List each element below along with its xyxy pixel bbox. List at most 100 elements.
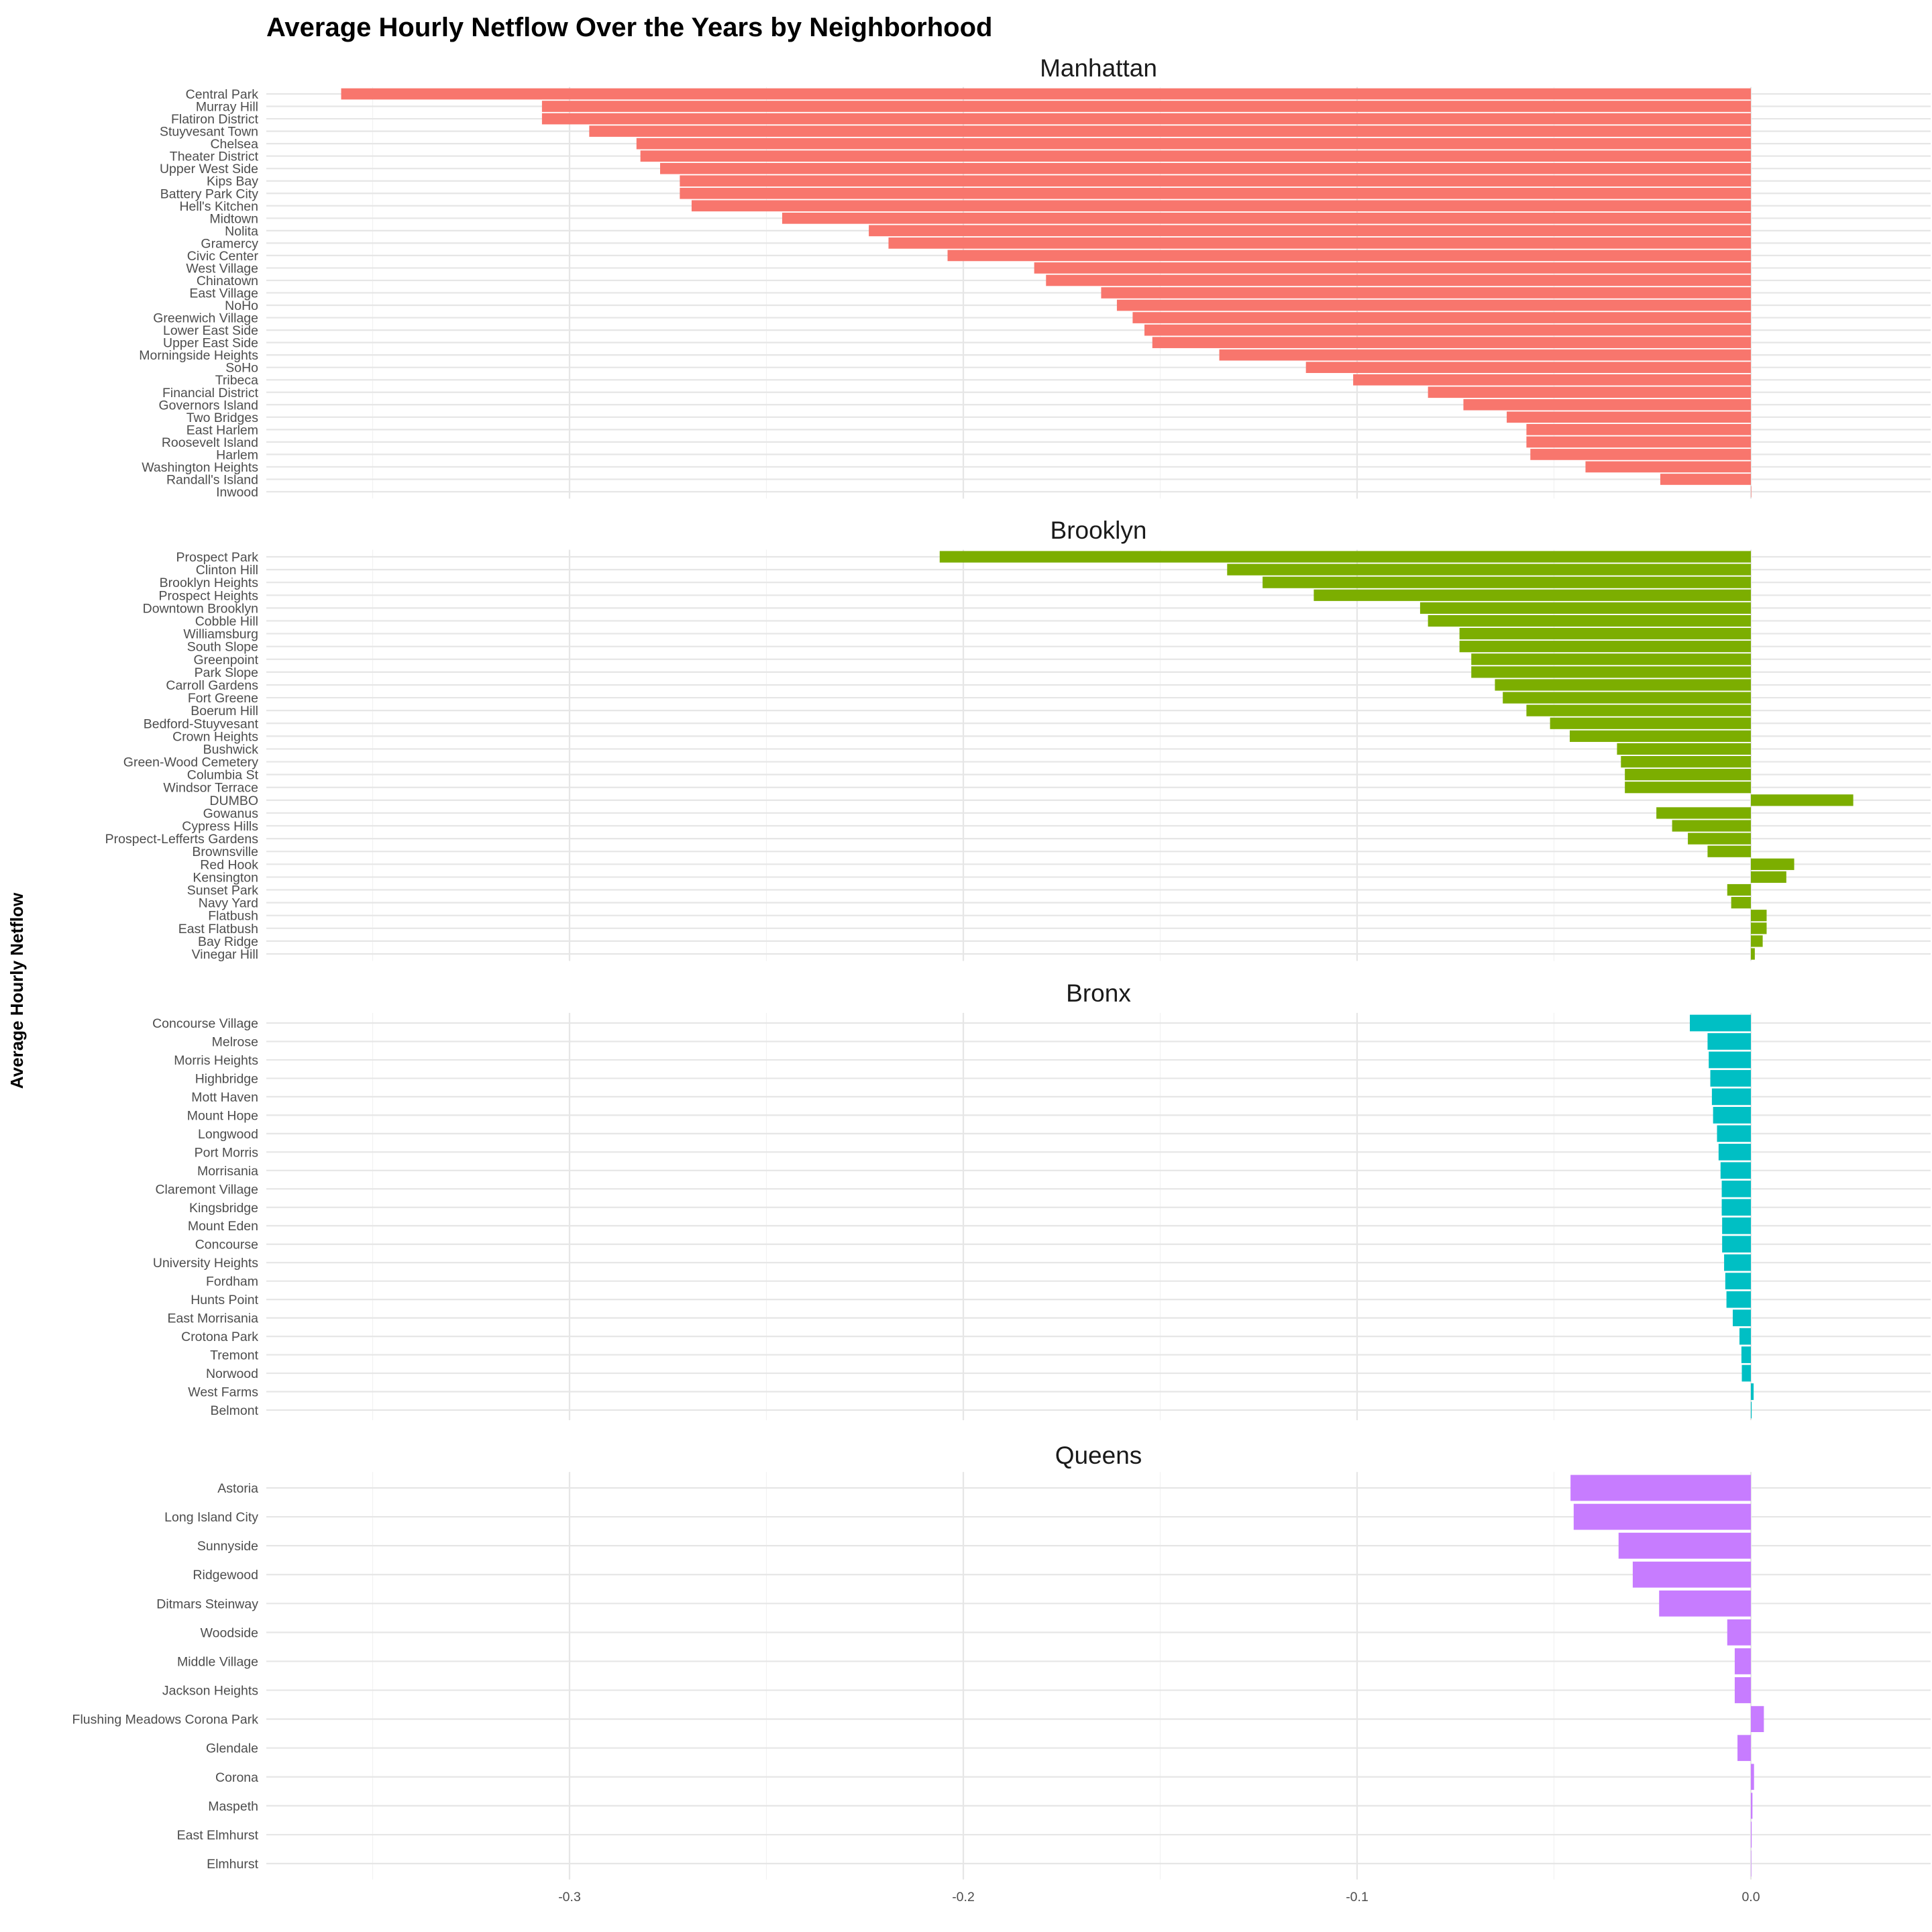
bar — [1688, 833, 1751, 845]
y-tick-label: Morrisania — [197, 1164, 258, 1179]
y-tick-label: West Farms — [188, 1385, 258, 1400]
y-tick-label: Inwood — [216, 485, 258, 500]
bar — [680, 175, 1751, 187]
y-tick-label: Longwood — [198, 1127, 258, 1142]
y-tick-label: Mount Hope — [187, 1108, 258, 1123]
bar — [1659, 1590, 1751, 1617]
y-tick-label: Chelsea — [210, 137, 258, 152]
y-tick-label: Park Slope — [195, 665, 258, 680]
y-tick-label: Columbia St — [187, 768, 259, 783]
bar — [1751, 871, 1786, 883]
bar — [1144, 324, 1751, 336]
bar — [1570, 1474, 1751, 1501]
bar — [1690, 1014, 1751, 1032]
y-tick-label: Fort Greene — [188, 691, 258, 706]
bar — [1569, 730, 1751, 742]
y-tick-label: Crown Heights — [172, 729, 258, 744]
bar — [1720, 1162, 1751, 1179]
bar — [1709, 1051, 1751, 1069]
bar — [640, 150, 1752, 162]
y-tick-label: Mount Eden — [188, 1219, 258, 1234]
y-tick-label: Battery Park City — [160, 186, 259, 201]
bar — [1573, 1503, 1751, 1530]
bar — [1227, 564, 1751, 576]
y-tick-label: Cobble Hill — [195, 614, 258, 629]
y-tick-label: Gowanus — [203, 806, 259, 821]
bar — [1726, 1291, 1751, 1308]
bar — [1152, 337, 1751, 348]
y-tick-label: Woodside — [201, 1625, 258, 1640]
bar — [1471, 666, 1751, 678]
bar — [1737, 1735, 1751, 1762]
bar — [1710, 1070, 1751, 1087]
bar — [660, 162, 1751, 174]
y-tick-label: Norwood — [206, 1366, 258, 1381]
bar — [1727, 883, 1751, 896]
y-tick-label: Upper East Side — [163, 336, 258, 351]
y-tick-label: Civic Center — [187, 249, 259, 264]
y-tick-label: Central Park — [186, 87, 259, 102]
y-tick-label: West Village — [186, 261, 258, 276]
y-tick-label: Tribeca — [215, 373, 258, 388]
facet-queens: Queens Astoria Long Island City Sunnyside Ri… — [72, 1442, 1931, 1880]
y-tick-label: Morris Heights — [174, 1053, 258, 1068]
y-tick-label: Prospect-Lefferts Gardens — [105, 832, 259, 847]
bar — [1722, 1217, 1751, 1234]
y-tick-label: Two Bridges — [186, 411, 259, 425]
y-tick-label: Long Island City — [164, 1510, 258, 1525]
y-tick-label: Red Hook — [200, 857, 258, 872]
bar — [1751, 910, 1767, 922]
y-tick-label: Maspeth — [208, 1799, 258, 1814]
y-tick-label: Kips Bay — [207, 174, 258, 189]
bar — [1751, 1383, 1754, 1400]
y-tick-label: Greenwich Village — [153, 311, 258, 326]
bar — [1751, 948, 1755, 960]
bar — [888, 237, 1751, 249]
bar — [1459, 627, 1751, 640]
y-tick-label: Nolita — [225, 224, 258, 239]
bar — [1751, 1764, 1754, 1790]
bar — [1526, 704, 1751, 716]
bar — [1751, 1821, 1752, 1848]
bar — [1625, 769, 1751, 781]
x-tick-label: -0.1 — [1346, 1890, 1368, 1904]
bar — [1751, 1401, 1752, 1419]
bar — [1656, 807, 1751, 819]
y-tick-label: Upper West Side — [160, 162, 258, 176]
bar — [1751, 486, 1752, 498]
y-tick-label: Flatiron District — [171, 112, 259, 127]
bar — [1751, 858, 1794, 870]
bar — [1550, 717, 1751, 729]
y-tick-label: Claremont Village — [155, 1182, 258, 1197]
bar — [1419, 602, 1751, 614]
bar — [1672, 820, 1751, 832]
y-tick-label: East Flatbush — [178, 922, 258, 936]
x-axis: -0.3 -0.2 -0.1 0.0 — [558, 1890, 1760, 1904]
y-tick-label: South Slope — [187, 640, 258, 655]
y-tick-label: Windsor Terrace — [163, 781, 258, 796]
y-axis-title: Average Hourly Netflow — [7, 892, 27, 1089]
bar — [1617, 743, 1751, 755]
bar — [1313, 589, 1751, 601]
bar — [1739, 1328, 1751, 1345]
bar — [1707, 1033, 1751, 1050]
bar — [1585, 461, 1751, 473]
bar — [691, 200, 1751, 212]
bar — [1711, 1088, 1751, 1106]
bar — [1751, 935, 1763, 947]
bar — [1707, 845, 1751, 857]
y-tick-label: Theater District — [170, 150, 259, 164]
y-tick-label: Fordham — [206, 1275, 258, 1289]
x-tick-label: -0.2 — [952, 1890, 975, 1904]
facet-bronx: Bronx Concourse Village Melrose Morris Heig… — [152, 979, 1931, 1421]
bar — [869, 225, 1751, 237]
bar — [1353, 374, 1751, 386]
y-tick-label: Chinatown — [197, 274, 258, 288]
y-tick-label: Highbridge — [195, 1071, 258, 1086]
y-tick-label: Morningside Heights — [139, 348, 258, 363]
bar — [1219, 349, 1751, 361]
bar — [541, 101, 1752, 112]
y-tick-label: East Village — [189, 286, 258, 301]
